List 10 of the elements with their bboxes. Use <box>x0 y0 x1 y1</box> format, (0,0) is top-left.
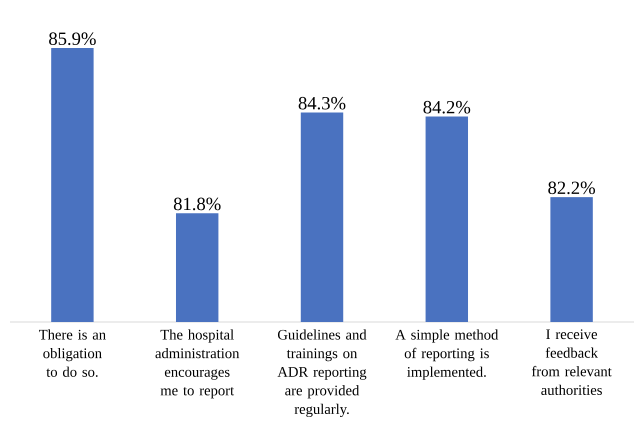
x-tick-label: The hospital administration encourages me to report <box>156 329 240 398</box>
data-label: 82.2% <box>548 182 595 194</box>
x-tick-label: A simple method of reporting is implemented. <box>395 329 498 380</box>
data-label: 85.9% <box>49 32 96 46</box>
x-tick-label: I receive feedback from relevant authorities <box>532 329 612 395</box>
data-label: 84.2% <box>423 100 470 114</box>
data-label: 84.3% <box>298 96 346 110</box>
x-tick-label: Guidelines and trainings on ADR reporting are provided regularly. <box>278 329 366 418</box>
data-label: 81.8% <box>174 198 221 210</box>
x-tick-label: There is an obligation to do so. <box>39 329 106 377</box>
